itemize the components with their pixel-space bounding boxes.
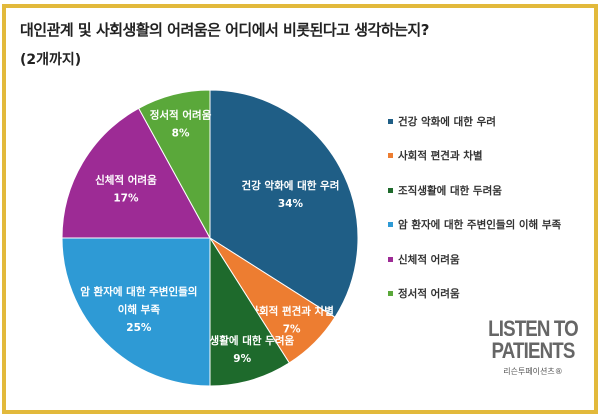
legend-swatch xyxy=(388,291,393,297)
pie-slice xyxy=(61,237,211,387)
legend-label: 신체적 어려움 xyxy=(398,253,460,266)
legend-label: 건강 악화에 대한 우려 xyxy=(398,115,496,128)
slice-label: 사회적 편견과 차별 7% xyxy=(249,305,334,336)
slice-label: 건강 악화에 대한 우려 34% xyxy=(241,179,339,210)
slice-value-label: 17% xyxy=(113,192,139,204)
legend-label: 정서적 어려움 xyxy=(398,288,460,301)
slice-value-label: 34% xyxy=(278,198,304,210)
legend-label: 사회적 편견과 차별 xyxy=(398,150,483,163)
slice-value-label: 9% xyxy=(233,353,251,365)
logo-line-2: PATIENTS xyxy=(491,338,576,363)
slice-value-label: 7% xyxy=(283,324,301,336)
legend-swatch xyxy=(388,153,393,159)
chart-title: 대인관계 및 사회생활의 어려움은 어디에서 비롯된다고 생각하는지? xyxy=(20,21,429,39)
legend-swatch xyxy=(388,187,393,193)
pie-slice xyxy=(61,107,211,239)
legend-item: 신체적 어려움 xyxy=(388,242,561,277)
logo-line-3: 리슨투페이션츠® xyxy=(503,367,563,376)
slice-label: 조직생활에 대한 두려움 9% xyxy=(190,334,294,365)
pie-slice xyxy=(138,89,211,239)
pie-slice xyxy=(209,89,359,318)
legend-swatch xyxy=(388,118,393,124)
legend-item: 조직생활에 대한 두려움 xyxy=(388,173,561,208)
slice-label: 암 환자에 대한 주변인들의 이해 부족 25% xyxy=(80,285,197,334)
legend-item: 정서적 어려움 xyxy=(388,277,561,312)
legend-label: 암 환자에 대한 주변인들의 이해 부족 xyxy=(398,219,562,232)
chart-subtitle: (2개까지) xyxy=(20,52,82,68)
pie-slice xyxy=(209,236,290,387)
listen-to-patients-logo: LISTEN TO PATIENTS 리슨투페이션츠® xyxy=(478,318,588,377)
slice-value-label: 25% xyxy=(126,322,152,334)
legend-item: 건강 악화에 대한 우려 xyxy=(388,104,561,139)
slice-label: 정서적 어려움 8% xyxy=(150,108,212,139)
legend-item: 사회적 편견과 차별 xyxy=(388,139,561,174)
legend-item: 암 환자에 대한 주변인들의 이해 부족 xyxy=(388,208,561,243)
legend-swatch xyxy=(388,222,393,228)
legend-swatch xyxy=(388,256,393,262)
logo-line-1: LISTEN TO xyxy=(488,316,579,341)
slice-value-label: 8% xyxy=(172,127,190,139)
legend-label: 조직생활에 대한 두려움 xyxy=(398,184,502,197)
slice-label: 신체적 어려움 17% xyxy=(95,173,157,204)
